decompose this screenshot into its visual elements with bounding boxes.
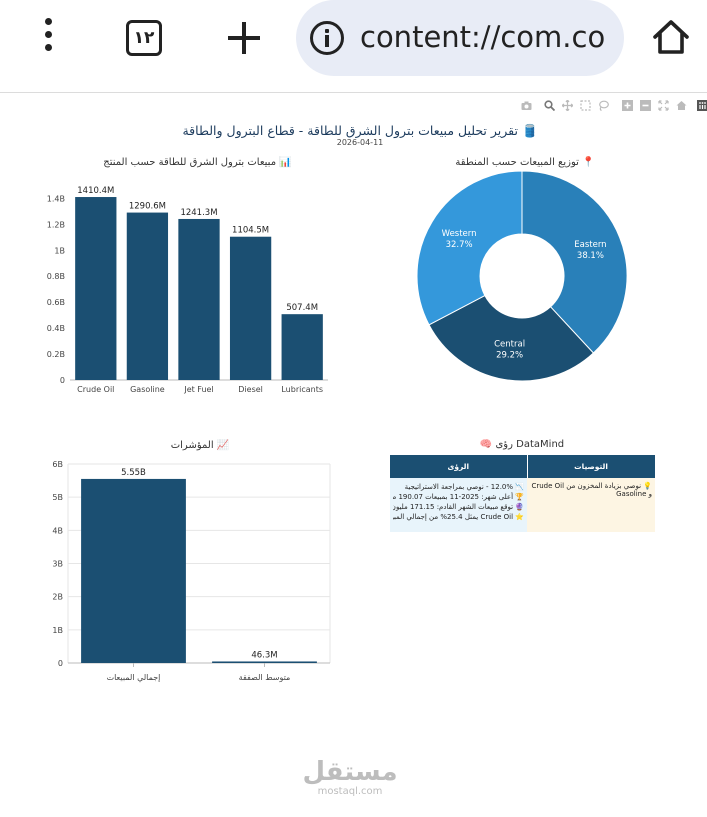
kpi-chart-title: المؤشرات 📈 (170, 440, 230, 451)
reset-axes-icon[interactable] (676, 100, 687, 111)
y-tick-label: 0.6B (47, 298, 65, 307)
slice-percent-label: 38.1% (577, 251, 604, 261)
bar-data-label: 1290.6M (129, 202, 166, 212)
address-bar[interactable]: content://com.co (296, 0, 624, 76)
x-tick-label: Lubricants (281, 385, 323, 394)
bar (126, 212, 169, 380)
x-tick-label: متوسط الصفقة (239, 673, 291, 682)
bar (212, 661, 317, 663)
slice-percent-label: 29.2% (496, 350, 523, 360)
y-tick-label: 0 (58, 659, 63, 668)
kpi-bar-chart: 0 1B 2B 3B 4B 5B 6B 5.55B إجمالي المبيعات 46.3M مت… (52, 460, 331, 683)
more-menu-icon[interactable] (38, 18, 58, 54)
insight-line: 🏆 أعلى شهر: 2025-11 بمبيعات 190.07 مليون (393, 493, 524, 501)
bar-data-label: 1104.5M (232, 226, 269, 236)
y-tick-label: 1.4B (47, 194, 65, 203)
autoscale-icon[interactable] (658, 100, 669, 111)
x-tick-label: Gasoline (130, 385, 165, 394)
insight-line: 📉 12.0% - نوصي بمراجعة الاستراتيجية (404, 483, 524, 491)
y-tick-label: 0.2B (47, 350, 65, 359)
info-icon[interactable] (310, 21, 344, 55)
x-tick-label: Crude Oil (77, 385, 114, 394)
products-chart-title: مبيعات بترول الشرق للطاقة حسب المنتج 📊 (103, 157, 292, 168)
regions-chart-title: توزيع المبيعات حسب المنطقة 📍 (455, 157, 595, 168)
bar-data-label: 1241.3M (180, 208, 217, 218)
y-tick-label: 1B (54, 246, 65, 255)
box-select-icon[interactable] (580, 100, 591, 111)
y-tick-label: 3B (52, 560, 63, 569)
insights-header: الرؤى (390, 455, 528, 478)
y-tick-label: 1B (52, 626, 63, 635)
zoom-in-icon[interactable] (622, 100, 633, 111)
x-tick-label: إجمالي المبيعات (107, 673, 161, 683)
zoom-out-icon[interactable] (640, 100, 651, 111)
insights-cell: 📉 12.0% - نوصي بمراجعة الاستراتيجية 🏆 أع… (390, 478, 527, 532)
watermark-sub-text: mostaql.com (317, 786, 383, 797)
bar-data-label: 5.55B (121, 468, 146, 478)
new-tab-icon[interactable] (226, 20, 262, 56)
watermark-main-text: مستقل (302, 757, 398, 787)
slice-name-label: Central (494, 339, 525, 349)
y-tick-label: 0.4B (47, 324, 65, 333)
products-bar-chart: 0 0.2B 0.4B 0.6B 0.8B 1B 1.2B 1.4B 1410.4M Crude … (47, 186, 328, 394)
recommendations-header: التوصيات (527, 455, 656, 478)
insight-line: 🔮 توقع مبيعات الشهر القادم: 171.15 مليون (393, 503, 524, 511)
slice-percent-label: 32.7% (446, 240, 473, 250)
bar (81, 478, 186, 663)
x-tick-label: Jet Fuel (183, 385, 213, 394)
y-tick-label: 0 (60, 376, 65, 385)
bar (75, 197, 117, 380)
y-tick-label: 6B (52, 460, 63, 469)
y-tick-label: 5B (52, 493, 63, 502)
pie-slice (521, 170, 628, 354)
y-tick-label: 4B (52, 526, 63, 535)
datamind-title: 🧠 رؤى DataMind (479, 439, 565, 450)
y-tick-label: 0.8B (47, 272, 65, 281)
slice-name-label: Eastern (574, 240, 606, 250)
pie-slice (428, 294, 595, 382)
datamind-table: الرؤى التوصيات 📉 12.0% - نوصي بمراجعة ال… (390, 455, 656, 532)
bar (229, 236, 272, 380)
bar-data-label: 1410.4M (77, 186, 114, 196)
bar (281, 314, 323, 380)
bar-data-label: 46.3M (251, 650, 277, 660)
insight-line: ⭐ Crude Oil يمثل 25.4% من إجمالي المبيعا… (393, 513, 524, 521)
bar-data-label: 507.4M (286, 303, 318, 313)
report-date: 2026-04-11 (336, 138, 384, 147)
x-tick-label: Diesel (238, 385, 263, 394)
url-text[interactable]: content://com.co (360, 20, 606, 54)
zoom-icon[interactable] (544, 100, 555, 111)
home-icon[interactable] (651, 18, 691, 56)
camera-icon[interactable] (521, 100, 532, 111)
bar (178, 218, 220, 380)
watermark-logo: مستقل mostaql.com (290, 758, 410, 798)
pan-icon[interactable] (562, 100, 573, 111)
y-tick-label: 1.2B (47, 220, 65, 229)
lasso-select-icon[interactable] (598, 100, 609, 111)
pie-slice (416, 170, 523, 326)
report-title: تقرير تحليل مبيعات بترول الشرق للطاقة - … (182, 123, 538, 138)
slice-name-label: Western (442, 229, 477, 239)
recommendations-cell: 💡 نوصي بزيادة المخزون من Crude Oil و Gas… (527, 478, 655, 532)
y-tick-label: 2B (52, 593, 63, 602)
browser-toolbar: ١٢ content://com.co (0, 0, 707, 78)
toolbar-divider (0, 92, 707, 93)
tab-switcher-button[interactable]: ١٢ (126, 20, 162, 56)
plotly-logo-icon[interactable] (697, 100, 707, 111)
